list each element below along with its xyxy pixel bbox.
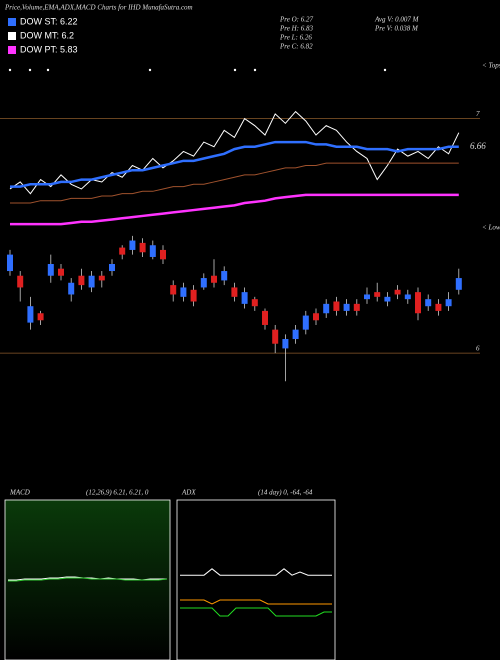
stat: Pre V: 0.038 M bbox=[374, 25, 419, 33]
candle-body bbox=[455, 278, 462, 290]
panel-subtitle: (14 day) 0, -64, -64 bbox=[258, 489, 313, 497]
series-line bbox=[180, 568, 332, 576]
legend-swatch bbox=[8, 18, 16, 26]
candle-body bbox=[98, 275, 105, 281]
title: Price,Volume,EMA,ADX,MACD Charts for IHD… bbox=[4, 4, 193, 12]
series-line bbox=[180, 607, 332, 617]
candle-body bbox=[425, 299, 432, 307]
candle-body bbox=[119, 247, 126, 255]
candle-body bbox=[394, 289, 401, 295]
candle-body bbox=[7, 254, 13, 272]
candle-body bbox=[47, 264, 54, 276]
y-tick-label: 6 bbox=[476, 345, 480, 353]
candle-body bbox=[445, 299, 452, 307]
candle-body bbox=[88, 275, 95, 288]
stat: Pre L: 6.26 bbox=[279, 34, 312, 42]
candle-body bbox=[211, 275, 217, 283]
candle-body bbox=[180, 287, 187, 297]
candle-body bbox=[37, 313, 44, 321]
legend-label: DOW ST: 6.22 bbox=[20, 16, 78, 26]
y-tick-label: 7 bbox=[476, 110, 480, 118]
adx-panel bbox=[176, 499, 336, 660]
candle-body bbox=[343, 303, 350, 311]
candle-body bbox=[353, 303, 360, 311]
candle-body bbox=[139, 242, 146, 253]
candle-body bbox=[241, 292, 248, 304]
candle-body bbox=[251, 299, 258, 307]
candle-body bbox=[302, 315, 309, 330]
panel-title: ADX bbox=[181, 489, 196, 497]
candle-body bbox=[170, 285, 177, 295]
candle-body bbox=[17, 275, 24, 288]
candle-body bbox=[404, 294, 411, 300]
legend-swatch bbox=[8, 32, 16, 40]
top-markers bbox=[8, 68, 387, 72]
stat: Avg V: 0.007 M bbox=[374, 16, 420, 24]
candle-body bbox=[282, 339, 289, 349]
lows-label: < Lows bbox=[482, 224, 500, 232]
stat: Pre O: 6.27 bbox=[279, 16, 313, 24]
series-line bbox=[9, 110, 460, 195]
stat: Pre C: 6.82 bbox=[279, 43, 313, 51]
candle-body bbox=[27, 306, 34, 323]
candle-body bbox=[384, 296, 391, 302]
candle-body bbox=[109, 264, 115, 272]
series-line bbox=[10, 140, 459, 188]
legend-swatch bbox=[8, 46, 16, 54]
candle-body bbox=[435, 303, 442, 311]
candle-body bbox=[149, 245, 156, 257]
candle-body bbox=[78, 275, 85, 286]
candle-body bbox=[190, 289, 197, 302]
series-line bbox=[180, 599, 332, 605]
stat: Pre H: 6.83 bbox=[279, 25, 313, 33]
candle-body bbox=[292, 329, 299, 340]
candle-body bbox=[200, 278, 207, 288]
candle-body bbox=[313, 313, 319, 321]
candle-body bbox=[415, 292, 421, 314]
candle-body bbox=[333, 301, 340, 311]
series-line bbox=[10, 193, 459, 226]
series-line bbox=[10, 162, 459, 204]
series-line bbox=[8, 577, 168, 582]
candle-body bbox=[221, 271, 228, 281]
candle-body bbox=[68, 282, 75, 295]
candle-body bbox=[231, 287, 238, 297]
candle-body bbox=[364, 294, 370, 300]
candle-body bbox=[262, 310, 268, 325]
panel-title: MACD bbox=[9, 489, 30, 497]
panel-subtitle: (12,26,9) 6.21, 6.21, 0 bbox=[86, 489, 149, 497]
tops-label: < Tops bbox=[482, 62, 500, 70]
level-label: 6.66 bbox=[470, 141, 486, 151]
candle-body bbox=[374, 292, 381, 297]
candle-body bbox=[160, 249, 166, 260]
candle-body bbox=[272, 329, 279, 344]
legend-label: DOW MT: 6.2 bbox=[20, 30, 74, 40]
candle-body bbox=[58, 268, 64, 276]
legend-label: DOW PT: 5.83 bbox=[20, 44, 78, 54]
candle-body bbox=[323, 303, 330, 314]
candle-body bbox=[129, 240, 136, 250]
